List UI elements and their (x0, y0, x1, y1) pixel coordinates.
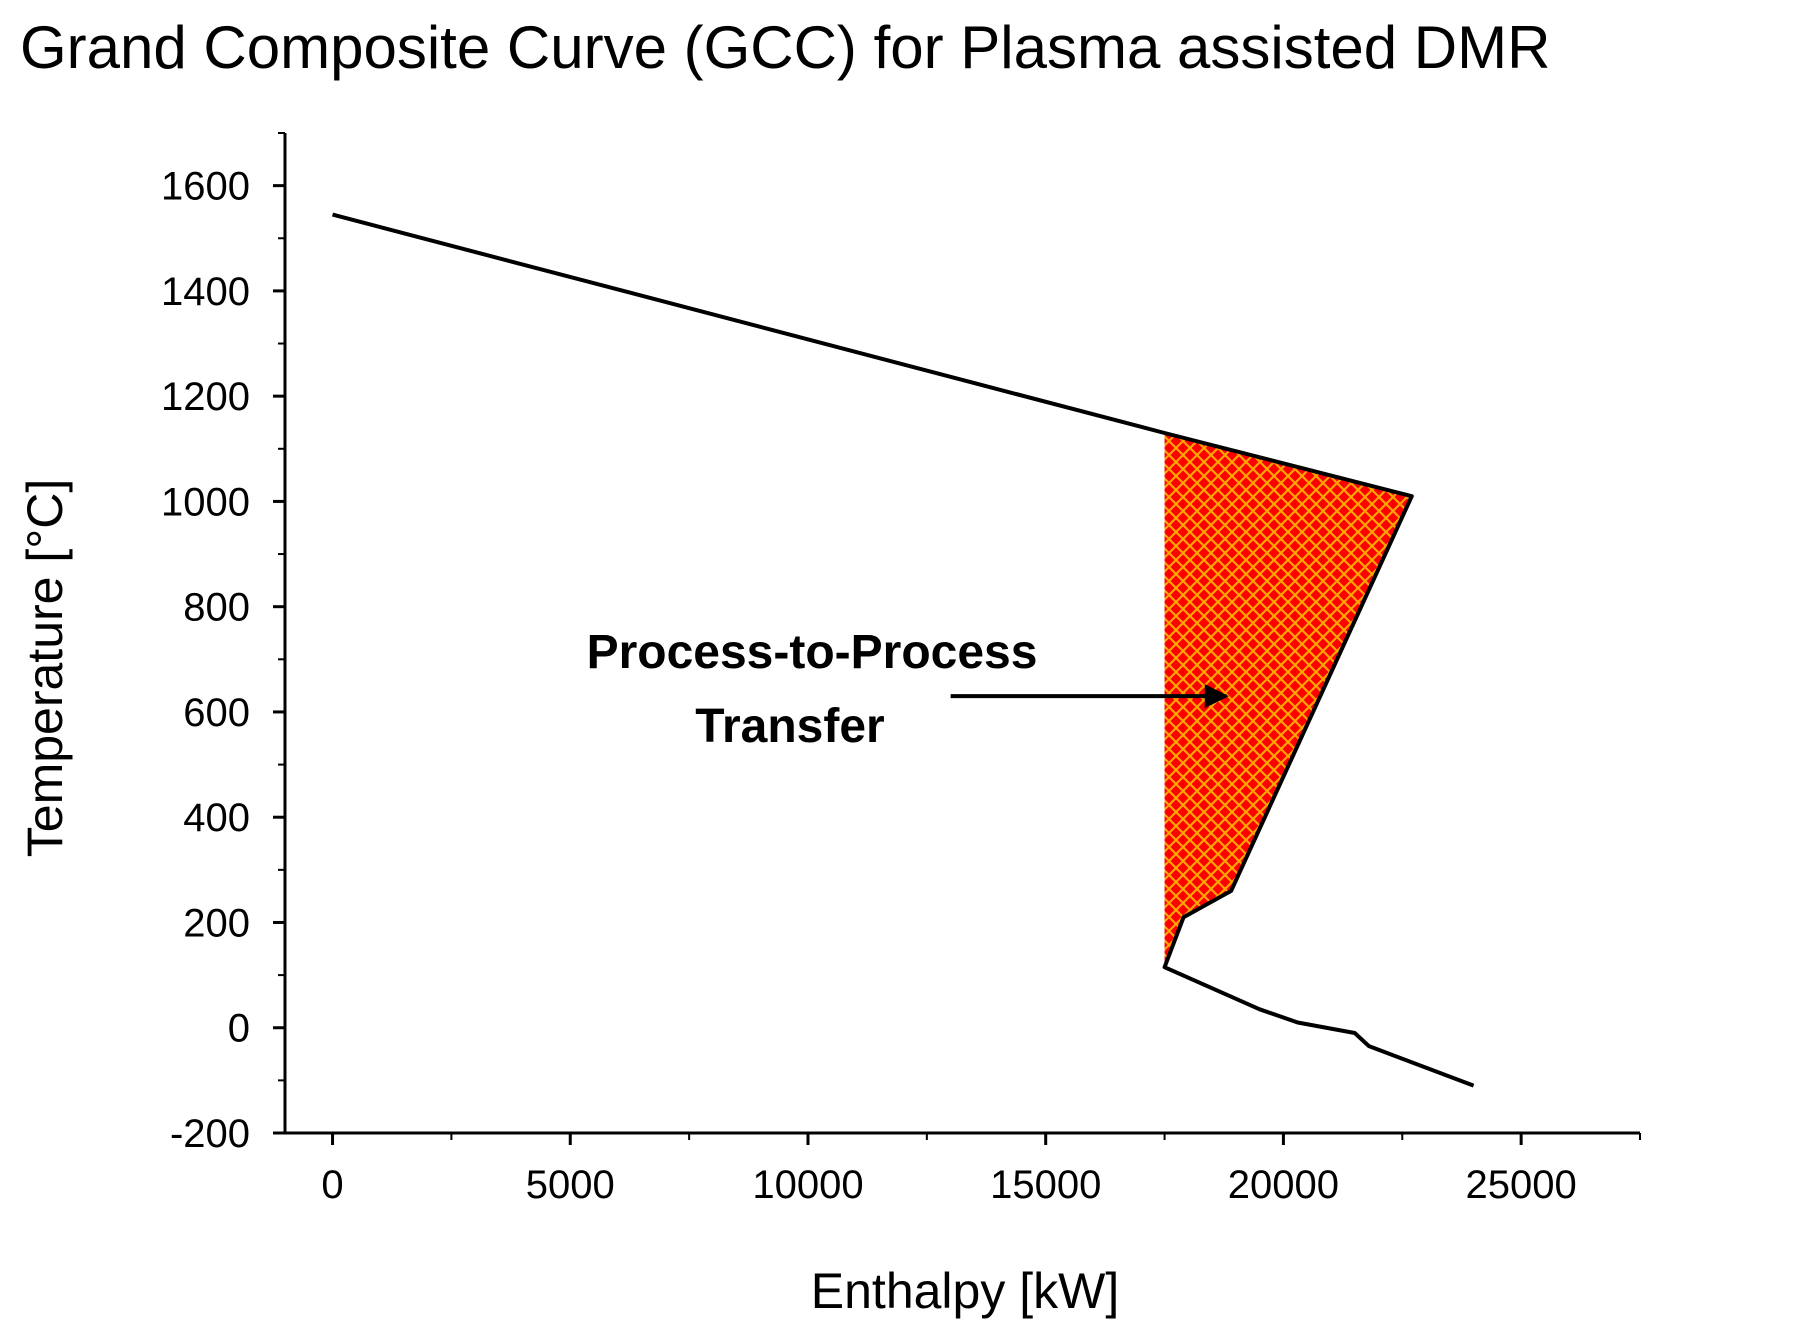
gcc-curve-line (332, 212, 1475, 1088)
chart-title: Grand Composite Curve (GCC) for Plasma a… (20, 14, 1550, 81)
y-axis: -200 0 200 400 600 800 1000 1200 1400 1600 (161, 132, 287, 1156)
y-tick-label: -200 (170, 1112, 250, 1156)
annotation-line-1: Process-to-Process (587, 626, 1038, 679)
y-tick-label: 1200 (161, 375, 250, 419)
annotation-line-2: Transfer (695, 700, 884, 753)
x-axis-title: Enthalpy [kW] (811, 1263, 1119, 1319)
x-tick-label: 0 (321, 1163, 343, 1207)
x-tick-label: 25000 (1466, 1163, 1577, 1207)
plot-area: Process-to-Process Transfer (332, 212, 1475, 1088)
y-tick-label: 800 (183, 586, 250, 630)
x-tick-label: 10000 (752, 1163, 863, 1207)
x-tick-label: 20000 (1228, 1163, 1339, 1207)
x-tick-label: 5000 (526, 1163, 615, 1207)
x-tick-label: 15000 (990, 1163, 1101, 1207)
y-tick-label: 600 (183, 691, 250, 735)
y-axis-title: Temperature [°C] (17, 479, 73, 857)
x-axis: 0 5000 10000 15000 20000 25000 (285, 1131, 1641, 1207)
y-tick-label: 1600 (161, 165, 250, 209)
y-tick-label: 1000 (161, 480, 250, 524)
y-tick-label: 0 (228, 1007, 250, 1051)
y-tick-label: 200 (183, 901, 250, 945)
y-tick-label: 1400 (161, 270, 250, 314)
process-transfer-region (1164, 433, 1412, 968)
y-tick-label: 400 (183, 796, 250, 840)
